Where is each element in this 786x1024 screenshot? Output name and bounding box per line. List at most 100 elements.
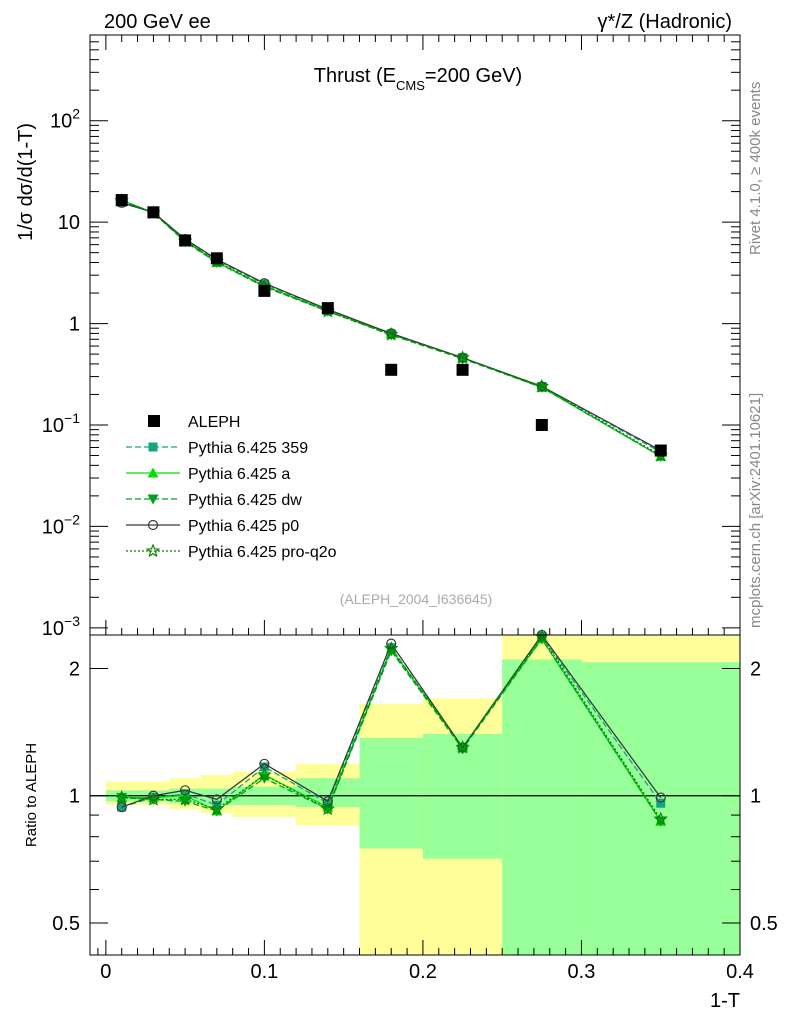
ratio-series-marker xyxy=(655,792,666,803)
x-tick-label: 0.2 xyxy=(409,961,437,983)
y-tick-label-base: 1 xyxy=(69,314,80,336)
y-tick-label: 10 xyxy=(58,212,80,234)
data-point xyxy=(210,252,223,265)
y-tick-label: 102 xyxy=(50,106,80,133)
legend-marker xyxy=(145,543,161,558)
data-point xyxy=(147,206,160,219)
y-tick-label-base: 10 xyxy=(50,111,72,133)
ratio-series-marker xyxy=(209,801,224,816)
stat-uncertainty-band xyxy=(581,662,740,955)
data-point xyxy=(456,363,469,376)
y-tick-label-base: 10 xyxy=(42,516,64,538)
ratio-series-marker xyxy=(148,790,159,801)
legend-label: ALEPH xyxy=(188,414,240,431)
legend-entry: Pythia 6.425 359 xyxy=(126,440,308,457)
legend-label: Pythia 6.425 359 xyxy=(188,440,308,457)
main-y-axis-label: 1/σ dσ/d(1-T) xyxy=(15,123,37,241)
main-axis-ticks xyxy=(90,34,741,635)
ratio-series-marker xyxy=(322,796,333,807)
data-point xyxy=(654,444,667,457)
x-axis-label: 1-T xyxy=(710,990,740,1012)
y-tick-label-exponent: −3 xyxy=(64,613,80,629)
header-right-label: γ*/Z (Hadronic) xyxy=(598,11,732,33)
data-point xyxy=(258,284,271,297)
ratio-axis-ticks xyxy=(90,667,741,955)
ratio-series-marker xyxy=(259,762,269,772)
ratio-series-marker xyxy=(146,791,161,806)
legend-entry: Pythia 6.425 p0 xyxy=(126,518,299,535)
ratio-y-tick-labels: 0.5 0.5 1 1 2 2 xyxy=(52,658,778,935)
ratio-y-axis-label: Ratio to ALEPH xyxy=(23,743,40,847)
ratio-series-line xyxy=(121,637,662,822)
y-tick-label: 10−2 xyxy=(42,511,80,538)
data-point xyxy=(535,418,548,431)
legend-label: Pythia 6.425 p0 xyxy=(188,518,299,535)
reference-label: (ALEPH_2004_I636645) xyxy=(340,591,493,607)
legend-label: Pythia 6.425 a xyxy=(188,466,290,483)
ratio-series-marker xyxy=(386,638,397,649)
main-plot-background xyxy=(90,35,740,635)
ratio-plot-panel: 0.5 0.51 12 2 0 0.1 0.2 0.3 0.4 Ratio to ALEPH … xyxy=(23,628,778,1012)
ratio-series-marker xyxy=(656,798,666,808)
ratio-series-marker xyxy=(114,790,129,804)
ratio-y-tick-label-right: 1 xyxy=(750,786,761,808)
legend-marker xyxy=(148,442,158,452)
x-tick-label: 0 xyxy=(100,961,111,983)
x-tick-label: 0.4 xyxy=(726,961,754,983)
legend-marker xyxy=(147,467,159,478)
ratio-series-marker xyxy=(116,801,127,813)
ratio-series-marker xyxy=(320,801,335,816)
y-tick-label-base: 10 xyxy=(42,415,64,437)
stat-uncertainty-band xyxy=(502,659,582,955)
ratio-series-line xyxy=(121,633,662,808)
ratio-series-marker xyxy=(457,744,469,755)
ratio-x-tick-labels: 0 0.1 0.2 0.3 0.4 xyxy=(100,961,754,983)
ratio-series-group xyxy=(114,628,668,827)
y-tick-label: 10−1 xyxy=(42,410,80,437)
data-point xyxy=(115,194,128,207)
ratio-series-marker xyxy=(653,811,668,826)
y-tick-label-base: 10 xyxy=(42,618,64,640)
legend-entry: Pythia 6.425 pro-q2o xyxy=(126,543,337,561)
stat-uncertainty-band xyxy=(359,737,423,849)
y-tick-label-exponent: −1 xyxy=(64,410,80,426)
ratio-series-marker xyxy=(257,767,272,782)
ratio-series-line xyxy=(121,635,662,808)
rivet-version-label: Rivet 4.1.0, ≥ 400k events xyxy=(747,82,764,255)
x-tick-label: 0.1 xyxy=(250,961,278,983)
legend: ALEPH Pythia 6.425 359 Pythia 6.425 a Pythi… xyxy=(126,414,337,561)
series-marker xyxy=(534,378,549,393)
ratio-y-tick-label: 1 xyxy=(69,786,80,808)
data-point xyxy=(385,363,398,376)
ratio-series-marker xyxy=(212,800,222,810)
mcplots-label: mcplots.cern.ch [arXiv:2401.10621] xyxy=(747,393,764,628)
y-tick-label-base: 10 xyxy=(58,212,80,234)
ratio-series-marker xyxy=(455,740,470,754)
ratio-series-marker xyxy=(383,640,399,655)
series-marker xyxy=(383,326,399,341)
ratio-plot-frame xyxy=(89,634,741,956)
legend-marker xyxy=(147,494,159,505)
y-tick-label: 1 xyxy=(69,314,80,336)
ratio-series-line xyxy=(121,637,662,822)
ratio-y-tick-label: 2 xyxy=(69,658,80,680)
x-tick-label: 0.3 xyxy=(568,961,596,983)
y-tick-label-exponent: 2 xyxy=(72,106,80,122)
data-point xyxy=(321,302,334,315)
series-marker xyxy=(455,350,470,364)
ratio-y-tick-label: 0.5 xyxy=(52,913,80,935)
legend-entry: Pythia 6.425 a xyxy=(126,466,290,483)
legend-entry: Pythia 6.425 dw xyxy=(126,492,302,509)
header-left-label: 200 GeV ee xyxy=(104,11,211,33)
aleph-data-points xyxy=(115,194,667,457)
legend-marker xyxy=(147,519,159,531)
ratio-y-tick-label-right: 2 xyxy=(750,658,761,680)
data-point xyxy=(179,234,192,247)
y-tick-label: 10−3 xyxy=(42,613,80,640)
legend-entry-aleph: ALEPH xyxy=(148,414,240,431)
y-tick-label-exponent: −2 xyxy=(64,511,80,527)
ratio-series-marker xyxy=(177,791,193,806)
